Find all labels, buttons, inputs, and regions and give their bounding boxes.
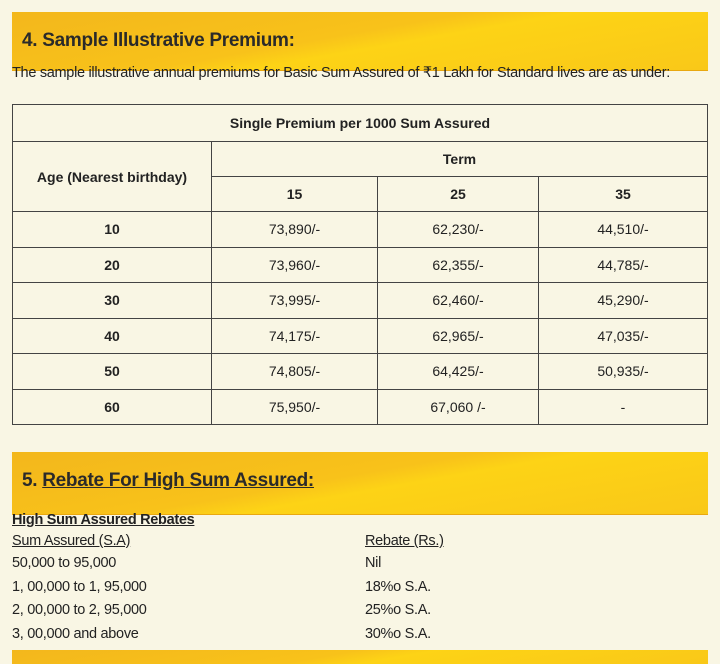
premium-cell: 44,510/- <box>538 211 708 248</box>
intro-text: The sample illustrative annual premiums … <box>12 65 670 81</box>
rebate-value: Nil <box>365 555 382 571</box>
sum-assured-range: 1, 00,000 to 1, 95,000 <box>12 578 147 595</box>
table-row: 60 75,950/- 67,060 /- - <box>12 388 708 425</box>
age-cell: 50 <box>12 353 212 390</box>
rebate-value: 25%o S.A. <box>365 602 431 618</box>
age-cell: 30 <box>12 282 212 319</box>
term-15: 15 <box>211 176 378 212</box>
table-row: 20 73,960/- 62,355/- 44,785/- <box>12 246 708 283</box>
premium-cell: 73,890/- <box>211 211 378 248</box>
age-cell: 10 <box>12 211 212 248</box>
age-cell: 60 <box>12 388 212 425</box>
premium-table: Single Premium per 1000 Sum Assured Age … <box>12 104 708 425</box>
table-row: 10 73,890/- 62,230/- 44,510/- <box>12 211 708 248</box>
table-row: 40 74,175/- 62,965/- 47,035/- <box>12 317 708 354</box>
col-sum-assured: Sum Assured (S.A) <box>12 533 131 549</box>
next-section-banner <box>12 650 708 664</box>
premium-cell: 67,060 /- <box>377 388 539 425</box>
sum-assured-range: 3, 00,000 and above <box>12 625 139 642</box>
premium-cell: 73,995/- <box>211 282 378 319</box>
premium-cell: 74,805/- <box>211 353 378 390</box>
rebate-value: 18%o S.A. <box>365 578 431 595</box>
table-row: 50 74,805/- 64,425/- 50,935/- <box>12 353 708 390</box>
premium-cell: 75,950/- <box>211 388 378 425</box>
premium-cell: 74,175/- <box>211 317 378 354</box>
premium-cell: 50,935/- <box>538 353 708 390</box>
section-4-banner: 4. Sample Illustrative Premium: <box>12 12 708 70</box>
age-header: Age (Nearest birthday) <box>12 141 212 212</box>
table-caption: Single Premium per 1000 Sum Assured <box>12 104 708 142</box>
rebates-subtitle: High Sum Assured Rebates <box>12 512 195 528</box>
rebate-value: 30%o S.A. <box>365 625 431 642</box>
col-rebate: Rebate (Rs.) <box>365 533 444 549</box>
premium-cell: 45,290/- <box>538 282 708 319</box>
table-row: 30 73,995/- 62,460/- 45,290/- <box>12 282 708 319</box>
premium-cell: 47,035/- <box>538 317 708 354</box>
age-cell: 20 <box>12 246 212 283</box>
premium-cell: 44,785/- <box>538 246 708 283</box>
section-4-title: 4. Sample Illustrative Premium: <box>22 30 295 51</box>
age-cell: 40 <box>12 317 212 354</box>
premium-cell: 64,425/- <box>377 353 539 390</box>
premium-cell: 62,355/- <box>377 246 539 283</box>
premium-cell: 62,230/- <box>377 211 539 248</box>
premium-cell: 73,960/- <box>211 246 378 283</box>
section-5-title: 5. Rebate For High Sum Assured: <box>22 470 314 492</box>
section-5-banner: 5. Rebate For High Sum Assured: <box>12 452 708 514</box>
premium-cell: - <box>538 388 708 425</box>
section-number: 5. <box>22 470 38 491</box>
term-header: Term <box>211 141 708 177</box>
premium-cell: 62,460/- <box>377 282 539 319</box>
sum-assured-range: 2, 00,000 to 2, 95,000 <box>12 602 147 618</box>
term-25: 25 <box>377 176 539 212</box>
term-35: 35 <box>538 176 708 212</box>
section-5-title-text: Rebate For High Sum Assured: <box>42 470 314 491</box>
sum-assured-range: 50,000 to 95,000 <box>12 555 117 571</box>
premium-cell: 62,965/- <box>377 317 539 354</box>
